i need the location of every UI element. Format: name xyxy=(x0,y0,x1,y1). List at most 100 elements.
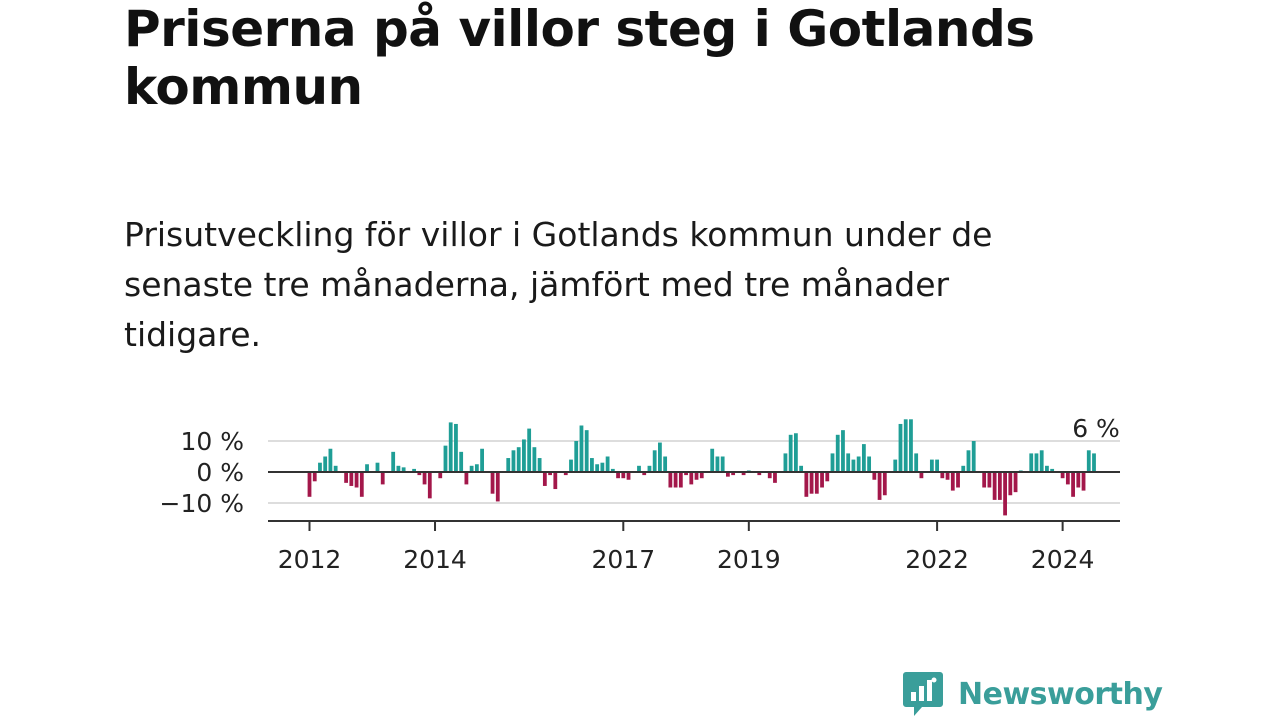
bar xyxy=(495,472,500,502)
bar xyxy=(412,468,416,472)
bar xyxy=(312,472,317,482)
bar xyxy=(574,441,579,472)
bar xyxy=(542,472,547,486)
bar xyxy=(626,472,631,480)
last-value-label: 6 % xyxy=(1072,414,1120,443)
bar xyxy=(825,472,830,482)
bar xyxy=(359,472,364,497)
bar xyxy=(903,419,908,472)
bar xyxy=(663,456,668,472)
bar xyxy=(783,453,788,472)
y-tick-label: 10 % xyxy=(180,427,244,456)
bar xyxy=(1039,450,1044,472)
bar xyxy=(427,472,432,499)
bar xyxy=(323,456,328,472)
bar xyxy=(799,465,804,472)
bar xyxy=(856,456,861,472)
bar xyxy=(563,472,568,476)
bar xyxy=(1029,453,1034,472)
bar xyxy=(867,456,872,472)
bar xyxy=(448,422,453,472)
bar xyxy=(396,465,401,472)
bar xyxy=(694,472,699,480)
bar xyxy=(1008,472,1013,496)
bar xyxy=(1013,472,1018,493)
bar xyxy=(537,458,542,472)
brand-name: Newsworthy xyxy=(958,676,1163,712)
bar xyxy=(882,472,887,496)
bar xyxy=(956,472,960,488)
bar xyxy=(522,439,526,472)
bar xyxy=(935,459,939,472)
bar xyxy=(307,472,312,497)
bar xyxy=(950,472,955,491)
bar-chart-speech-bubble-icon xyxy=(903,672,943,716)
bar xyxy=(652,450,657,472)
bar xyxy=(1081,472,1086,491)
bar xyxy=(658,442,662,472)
bar xyxy=(454,423,458,472)
bar xyxy=(569,459,573,472)
bar xyxy=(668,472,673,488)
bar xyxy=(809,472,814,494)
bar xyxy=(919,472,924,479)
y-tick-label: 0 % xyxy=(196,458,244,487)
bar xyxy=(997,472,1002,500)
bar xyxy=(673,472,678,488)
bar xyxy=(318,462,322,472)
bar xyxy=(1060,472,1065,479)
bar xyxy=(689,472,694,485)
bar xyxy=(595,464,600,472)
bar xyxy=(600,462,605,472)
bar xyxy=(861,444,866,472)
bar xyxy=(841,430,845,472)
bar xyxy=(851,459,856,472)
chart-subtitle: Prisutveckling för villor i Gotlands kom… xyxy=(124,215,993,354)
bar xyxy=(506,458,511,472)
bar xyxy=(1076,472,1081,488)
newsworthy-logo[interactable]: Newsworthy xyxy=(902,670,1163,718)
bar xyxy=(380,472,385,485)
bar xyxy=(616,472,620,479)
bar xyxy=(527,428,532,472)
bar xyxy=(480,448,484,472)
bar xyxy=(987,472,992,488)
bar xyxy=(422,472,427,485)
bar xyxy=(532,447,537,472)
bar xyxy=(940,472,945,479)
bar xyxy=(365,464,369,472)
bar xyxy=(637,465,641,472)
bar xyxy=(553,472,558,490)
x-tick-label: 2019 xyxy=(717,545,781,574)
x-tick-label: 2022 xyxy=(905,545,969,574)
bar xyxy=(443,445,448,472)
bar xyxy=(804,472,809,497)
bar xyxy=(710,448,715,472)
bar xyxy=(548,472,552,476)
bar xyxy=(971,441,976,472)
bar xyxy=(684,472,688,476)
bar xyxy=(715,456,720,472)
bar xyxy=(590,458,594,472)
bar xyxy=(642,472,647,476)
x-tick-label: 2017 xyxy=(591,545,655,574)
bar xyxy=(1003,472,1007,516)
bar xyxy=(731,472,736,476)
bar xyxy=(1050,468,1055,472)
bar xyxy=(328,448,333,472)
bar xyxy=(877,472,882,500)
bar xyxy=(1092,453,1096,472)
bar xyxy=(793,433,798,472)
bar xyxy=(464,472,469,485)
x-tick-label: 2012 xyxy=(278,545,342,574)
bar xyxy=(1034,453,1039,472)
bar xyxy=(469,465,474,472)
bar xyxy=(1045,465,1049,472)
bar xyxy=(349,472,354,486)
bar xyxy=(961,465,966,472)
bar xyxy=(773,472,777,483)
bar xyxy=(846,453,851,472)
bar xyxy=(1065,472,1070,485)
bar xyxy=(914,453,919,472)
bar xyxy=(966,450,971,472)
